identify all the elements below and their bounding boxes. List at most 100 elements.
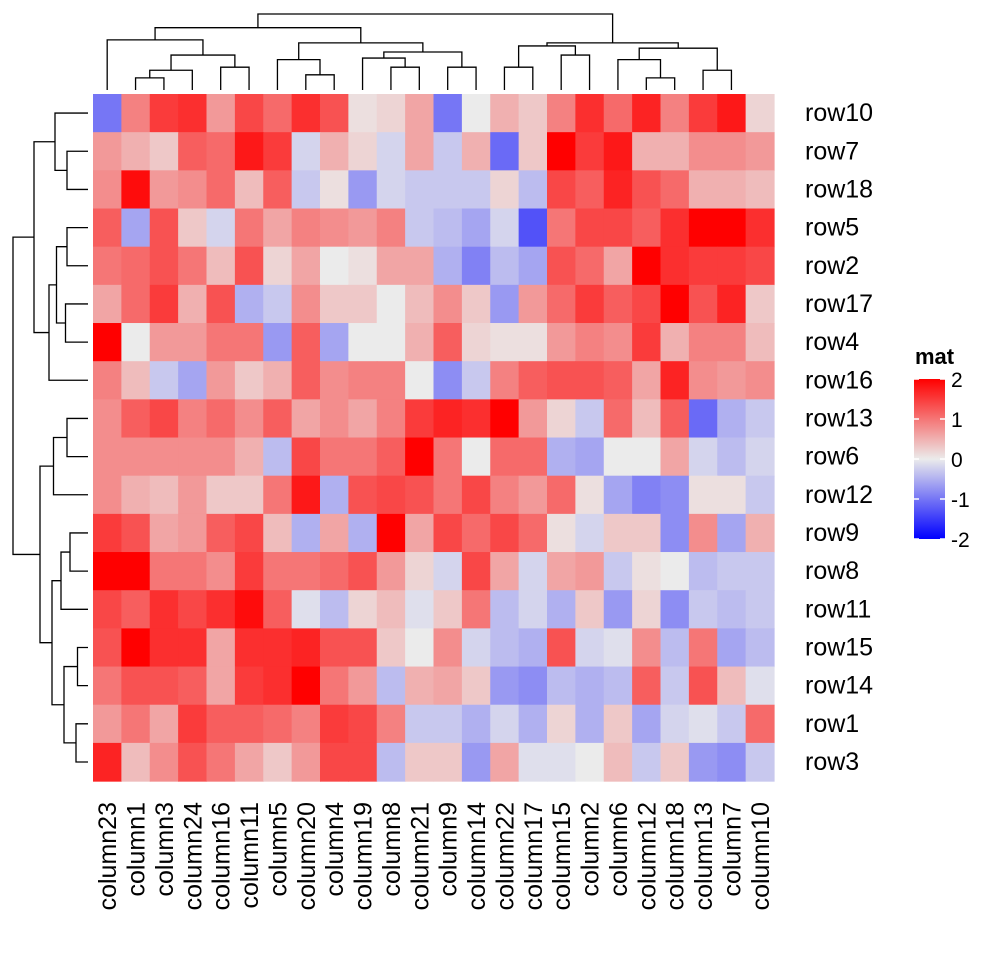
heatmap-cell-row1-column7 [717,704,747,744]
heatmap-cell-row11-column20 [291,590,321,629]
heatmap-cell-row18-column24 [178,170,208,210]
heatmap-cell-row5-column15 [547,208,576,248]
heatmap-cell-row11-column12 [632,590,662,629]
heatmap-cell-row2-column24 [178,246,208,286]
row-dendrogram-branch-10 [60,551,88,610]
heatmap-cell-row1-column2 [575,704,605,744]
heatmap-cell-row5-column11 [234,208,264,248]
heatmap-cell-row14-column5 [263,666,293,706]
heatmap-cell-row8-column15 [547,552,576,591]
heatmap-cell-row18-column7 [717,170,747,210]
column-label-column7: column7 [718,802,746,897]
heatmap-cell-row18-column23 [93,170,122,210]
heatmap-cell-row10-column17 [518,94,548,133]
heatmap-cell-row4-column1 [121,323,151,362]
heatmap-cell-row9-column8 [376,513,406,553]
heatmap-cell-row3-column10 [745,742,775,782]
heatmap-cell-row14-column14 [461,666,491,706]
heatmap-cell-row15-column14 [461,628,491,668]
column-label-column4: column4 [321,802,349,897]
heatmap-cell-row15-column12 [632,628,662,668]
row-label-row2: row2 [805,252,859,280]
heatmap-cell-row10-column16 [206,94,236,133]
heatmap-cell-row18-column4 [320,170,349,210]
heatmap-cell-row9-column21 [405,513,435,553]
heatmap-cell-row18-column5 [263,170,293,210]
column-label-column19: column19 [350,802,378,910]
heatmap-cell-row5-column2 [575,208,605,248]
heatmap-cell-row8-column20 [291,552,321,591]
heatmap-cell-row8-column13 [688,552,718,591]
heatmap-cell-row7-column22 [490,132,520,171]
heatmap-cell-row5-column3 [149,208,179,248]
heatmap-cell-row18-column13 [688,170,718,210]
heatmap-cells [93,94,775,782]
row-dendrogram-branch-5 [48,284,88,381]
row-label-row9: row9 [805,519,859,547]
heatmap-cell-row4-column9 [433,323,463,362]
heatmap-cell-row13-column17 [518,399,548,439]
heatmap-cell-row16-column21 [405,361,435,400]
heatmap-cell-row7-column24 [178,132,208,171]
heatmap-cell-row12-column5 [263,475,293,515]
heatmap-cell-row6-column23 [93,437,122,477]
heatmap-cell-row13-column18 [660,399,690,439]
heatmap-cell-row11-column4 [320,590,349,629]
heatmap-cell-row17-column23 [93,284,122,324]
heatmap-cell-row1-column8 [376,704,406,744]
heatmap-cell-row3-column21 [405,742,435,782]
heatmap-cell-row18-column20 [291,170,321,210]
heatmap-cell-row7-column18 [660,132,690,171]
row-label-row8: row8 [805,557,859,585]
heatmap-cell-row6-column18 [660,437,690,477]
heatmap-cell-row12-column11 [234,475,264,515]
heatmap-cell-row13-column5 [263,399,293,439]
row-dendrogram-branch-9 [69,532,88,572]
heatmap-cell-row16-column4 [320,361,349,400]
row-label-row17: row17 [805,290,873,318]
row-dendrogram [12,112,88,763]
heatmap-cell-row11-column21 [405,590,435,629]
heatmap-cell-row4-column16 [206,323,236,362]
heatmap-cell-row17-column11 [234,284,264,324]
heatmap-cell-row12-column4 [320,475,349,515]
heatmap-cell-row16-column12 [632,361,662,400]
heatmap-cell-row13-column11 [234,399,264,439]
row-label-row1: row1 [805,710,859,738]
heatmap-cell-row15-column19 [348,628,378,668]
heatmap-cell-row9-column1 [121,513,151,553]
column-dendrogram-branch-2 [220,66,250,90]
column-label-column12: column12 [633,802,661,910]
heatmap-cell-row10-column5 [263,94,293,133]
heatmap-cell-row16-column18 [660,361,690,400]
heatmap-cell-row13-column4 [320,399,349,439]
heatmap-cell-row15-column17 [518,628,548,668]
heatmap-cell-row13-column22 [490,399,520,439]
heatmap-cell-row1-column14 [461,704,491,744]
heatmap-cell-row2-column18 [660,246,690,286]
heatmap-cell-row12-column22 [490,475,520,515]
heatmap-cell-row15-column8 [376,628,406,668]
legend-tick-label: 1 [951,409,963,432]
heatmap-cell-row5-column24 [178,208,208,248]
heatmap-cell-row9-column14 [461,513,491,553]
heatmap-cell-row18-column10 [745,170,775,210]
heatmap-cell-row5-column12 [632,208,662,248]
heatmap-cell-row4-column23 [93,323,122,362]
column-label-column2: column2 [577,802,605,897]
heatmap-cell-row11-column16 [206,590,236,629]
heatmap-cell-row5-column7 [717,208,747,248]
heatmap-cell-row8-column17 [518,552,548,591]
heatmap-cell-row16-column2 [575,361,605,400]
heatmap-cell-row9-column22 [490,513,520,553]
heatmap-cell-row16-column14 [461,361,491,400]
heatmap-cell-row5-column4 [320,208,349,248]
heatmap-cell-row12-column19 [348,475,378,515]
heatmap-cell-row13-column16 [206,399,236,439]
heatmap-cell-row12-column16 [206,475,236,515]
heatmap-cell-row10-column11 [234,94,264,133]
heatmap-cell-row13-column12 [632,399,662,439]
heatmap-cell-row4-column10 [745,323,775,362]
heatmap-cell-row9-column11 [234,513,264,553]
heatmap-cell-row8-column11 [234,552,264,591]
